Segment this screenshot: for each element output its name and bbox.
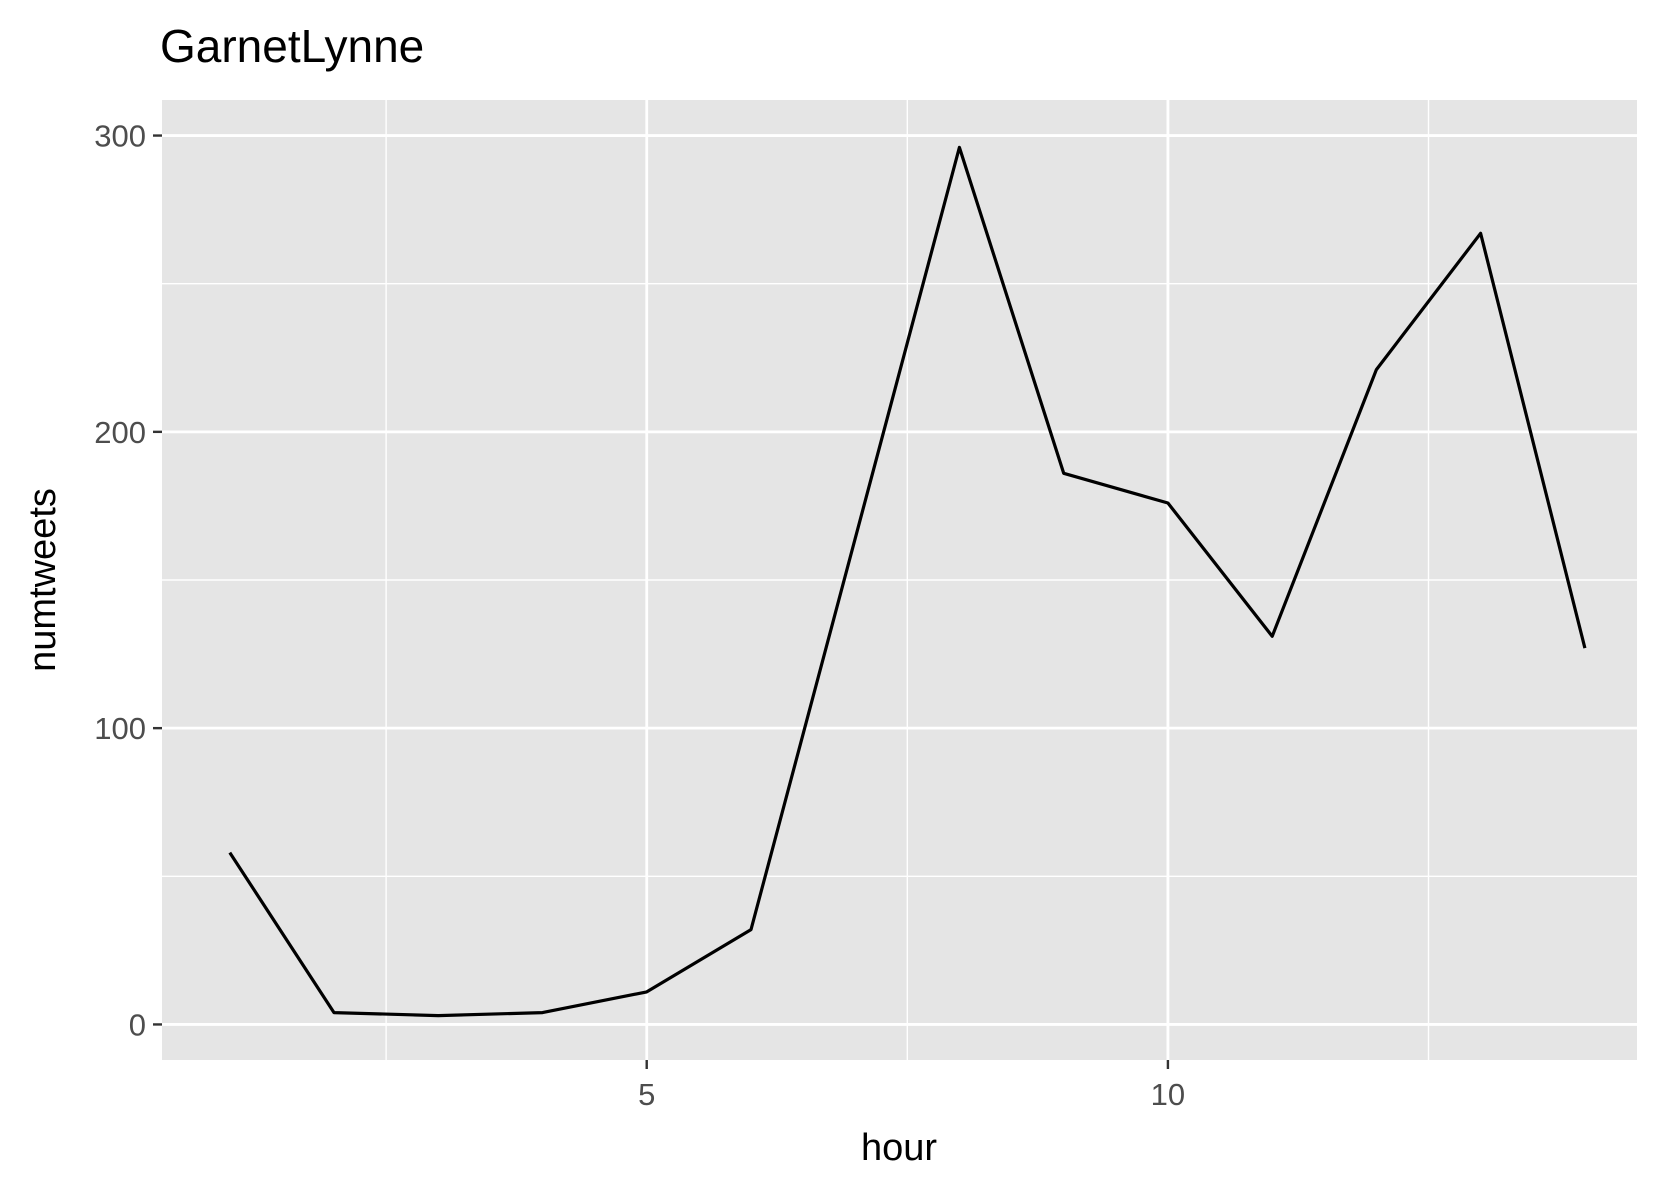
x-axis-title: hour [861, 1127, 937, 1169]
y-tick-label: 200 [94, 415, 146, 450]
x-tick-label: 5 [638, 1077, 655, 1112]
y-axis: 0 100 200 300 [94, 119, 162, 1042]
y-tick-label: 0 [129, 1007, 146, 1042]
series-layer [228, 145, 1587, 1018]
y-tick-label: 300 [94, 119, 146, 154]
series-line-0 [228, 145, 1587, 1018]
y-tick-label: 100 [94, 711, 146, 746]
chart-title: GarnetLynne [160, 20, 424, 72]
minor-gridlines [162, 100, 1637, 1060]
y-axis-title: numtweets [22, 488, 64, 672]
x-tick-label: 10 [1151, 1077, 1185, 1112]
x-axis: 5 10 [638, 1060, 1185, 1112]
major-gridlines [162, 100, 1637, 1060]
